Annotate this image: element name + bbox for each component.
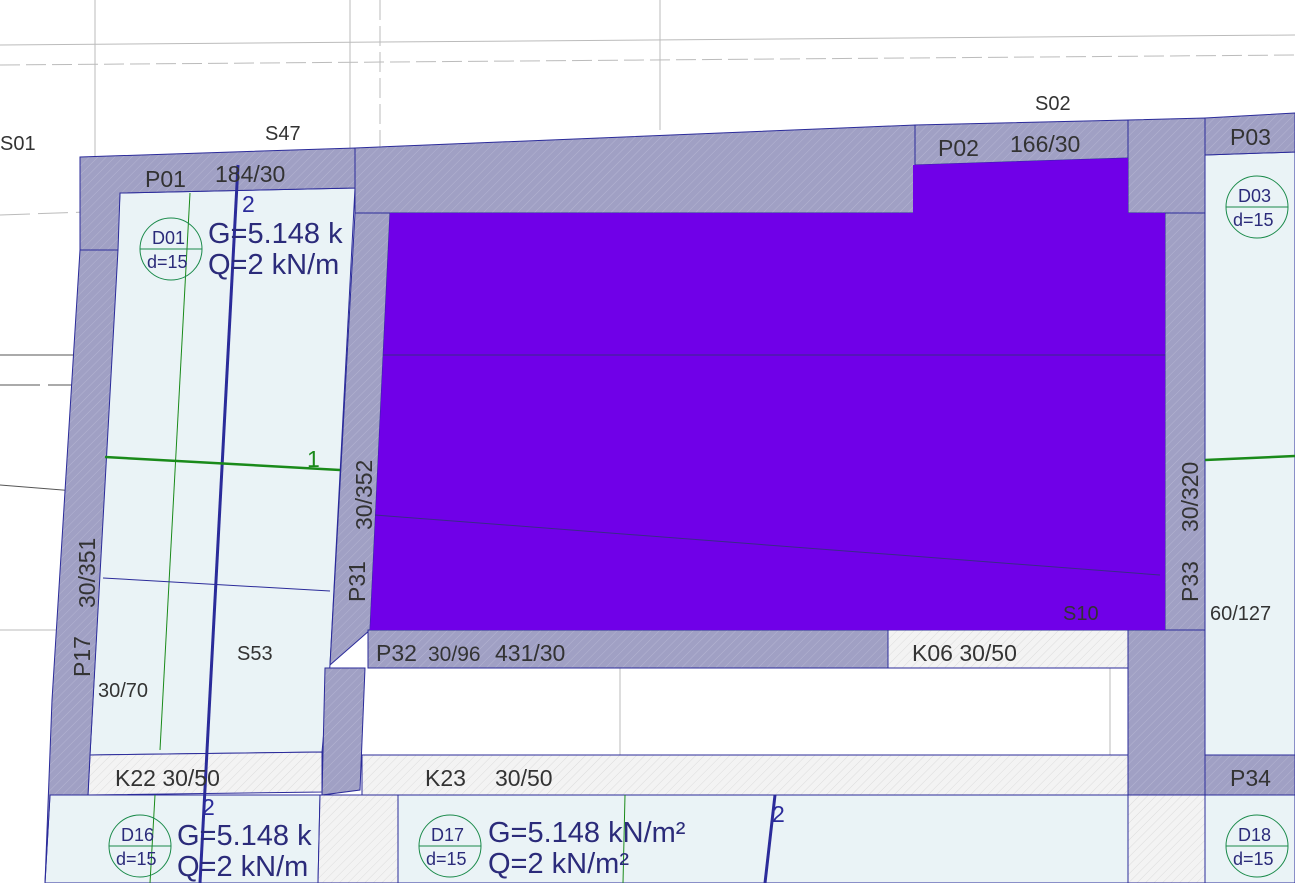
dead-load: G=5.148 k [177,820,312,852]
axis-label-1: 1 [307,446,320,472]
slab-tag-d17[interactable]: D17 d=15 G=5.148 kN/m² Q=2 kN/m² [418,814,686,880]
label-p02: P02 [938,135,979,161]
label-s53: S53 [237,643,273,665]
label-s47: S47 [265,123,301,145]
slab-tag-d18[interactable]: D18 d=15 [1225,814,1289,878]
label-p34: P34 [1230,765,1271,791]
slab-id: D17 [431,825,464,845]
selected-slab-lines [374,354,1165,576]
axis-label-2c: 2 [772,801,785,827]
label-p17: P17 [69,636,95,677]
slab-id: D01 [152,228,185,248]
label-60-127: 60/127 [1210,603,1271,625]
slab-tags: D01 d=15 G=5.148 k Q=2 kN/m D03 d=15 D16… [108,175,1289,883]
slab-thickness: d=15 [426,849,467,869]
slab-thickness: d=15 [1233,210,1274,230]
label-s02: S02 [1035,93,1071,115]
slab-id: D03 [1238,186,1271,206]
label-k06: K06 30/50 [912,640,1017,666]
label-k23-size: 30/50 [495,765,553,791]
label-30-96: 30/96 [428,643,481,666]
slab-thickness: d=15 [147,252,188,272]
label-p01: P01 [145,166,186,192]
selected-slab[interactable] [370,158,1165,630]
label-p32: P32 [376,640,417,666]
reinforcement-lines [102,164,1295,883]
label-p33: P33 [1177,561,1203,602]
label-p03: P03 [1230,124,1271,150]
label-30-70: 30/70 [98,680,148,702]
live-load: Q=2 kN/m [208,249,339,281]
label-p17-size: 30/351 [74,538,100,608]
label-s01: S01 [0,133,36,155]
label-p32-size: 431/30 [495,640,565,666]
slab-tag-d03[interactable]: D03 d=15 [1225,175,1289,239]
axis-label-2: 2 [242,191,255,217]
label-k22: K22 30/50 [115,765,220,791]
label-p31: P31 [344,561,370,602]
label-p02-size: 166/30 [1010,131,1080,157]
element-labels: S01 S47 S02 P03 P01 184/30 P02 166/30 S1… [0,93,1271,827]
slab-tag-d01[interactable]: D01 d=15 G=5.148 k Q=2 kN/m [139,217,343,281]
dead-load: G=5.148 kN/m² [488,817,686,849]
label-p31-size: 30/352 [351,460,377,530]
axis-label-2b: 2 [202,794,215,820]
slab-thickness: d=15 [116,849,157,869]
slab-id: D18 [1238,825,1271,845]
live-load: Q=2 kN/m [177,851,308,883]
label-p01-size: 184/30 [215,161,285,187]
slab-thickness: d=15 [1233,849,1274,869]
label-s10: S10 [1063,603,1099,625]
slab-tag-d16[interactable]: D16 d=15 G=5.148 k Q=2 kN/m [108,814,312,883]
label-p33-size: 30/320 [1177,462,1203,532]
slab-id: D16 [121,825,154,845]
dead-load: G=5.148 k [208,218,343,250]
label-k23: K23 [425,765,466,791]
live-load: Q=2 kN/m² [488,848,629,880]
walls[interactable] [44,112,1295,883]
